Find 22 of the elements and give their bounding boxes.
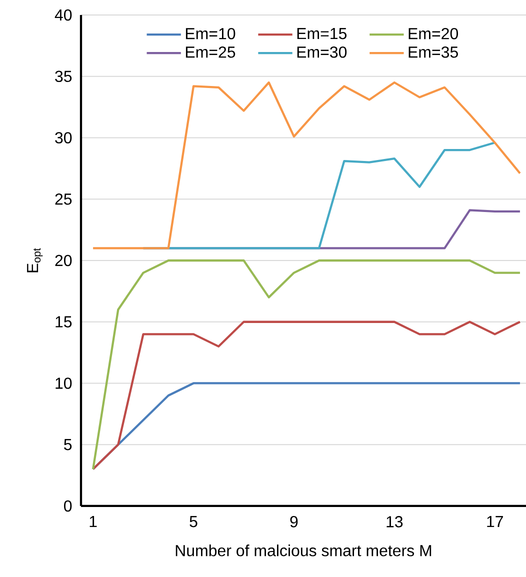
y-tick-label: 20 bbox=[55, 254, 72, 266]
x-tick-label: 17 bbox=[487, 516, 503, 528]
legend-label: Em=35 bbox=[408, 46, 458, 58]
y-tick-label: 25 bbox=[55, 193, 72, 205]
y-tick-label: 40 bbox=[54, 9, 72, 21]
x-tick-label: 1 bbox=[90, 516, 97, 528]
x-tick-label: 13 bbox=[386, 516, 403, 528]
x-tick-label: 5 bbox=[190, 516, 198, 528]
x-tick-label: 9 bbox=[290, 516, 298, 528]
y-tick-label: 15 bbox=[56, 316, 72, 328]
legend-label: Em=15 bbox=[297, 28, 347, 40]
y-tick-label: 35 bbox=[55, 70, 72, 82]
legend-label: Em=25 bbox=[186, 46, 236, 58]
legend-label: Em=10 bbox=[186, 28, 236, 40]
y-axis-title: E$_{opt}$ bbox=[27, 248, 43, 272]
x-axis-title: Number of malcious smart meters M bbox=[176, 544, 432, 556]
legend-label: Em=30 bbox=[297, 46, 347, 58]
y-tick-label: 30 bbox=[55, 132, 72, 144]
legend-label: Em=20 bbox=[408, 28, 458, 40]
y-tick-label: 10 bbox=[56, 378, 72, 389]
y-tick-label: 5 bbox=[64, 439, 72, 450]
y-tick-label: 0 bbox=[64, 500, 72, 512]
